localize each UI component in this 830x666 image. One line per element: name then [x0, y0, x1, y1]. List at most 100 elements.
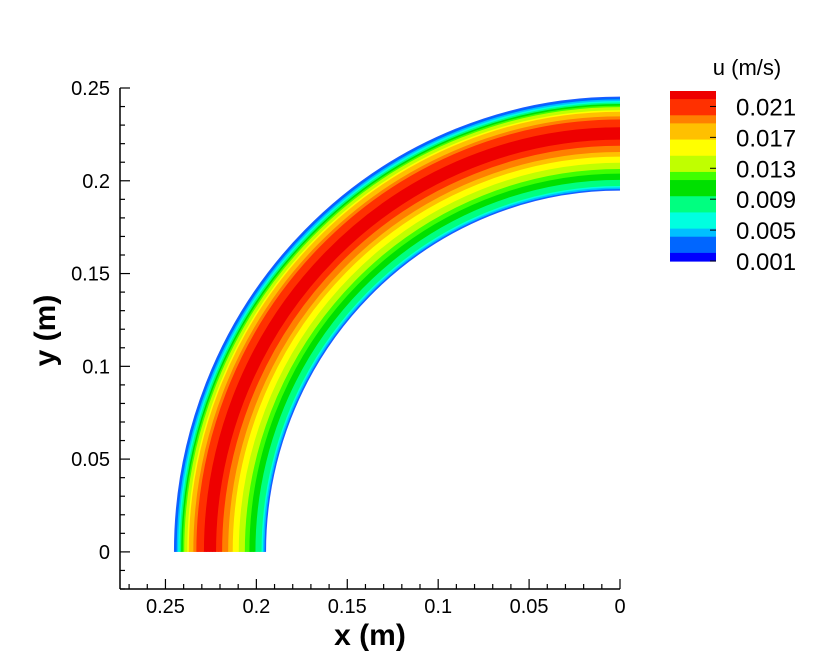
contour-band	[236, 160, 620, 552]
contour-band	[248, 172, 620, 552]
colorbar-ticks: 0.021 0.017 0.013 0.009 0.005 0.001	[710, 94, 796, 276]
contour-band	[205, 129, 620, 552]
contour-band	[208, 132, 620, 552]
contour-field	[174, 97, 620, 552]
colorbar-band	[670, 252, 716, 262]
contour-band	[222, 146, 620, 552]
contour-band	[207, 130, 620, 552]
contour-band	[196, 119, 620, 552]
contour-band	[184, 107, 620, 552]
contour-band	[189, 112, 620, 552]
contour-band	[186, 109, 620, 552]
contour-band	[181, 104, 620, 552]
colorbar-band	[670, 163, 716, 173]
colorbar-band	[670, 147, 716, 157]
contour-band	[260, 184, 620, 552]
contour-band	[254, 178, 620, 552]
colorbar-band	[670, 91, 716, 100]
colorbar-tick-label: 0.005	[736, 218, 796, 245]
outer-wall-edge	[173, 96, 621, 552]
contour-band	[249, 174, 620, 552]
contour-band	[225, 149, 620, 552]
contour-band	[261, 186, 620, 552]
colorbar-band	[670, 115, 716, 124]
contour-band	[214, 138, 620, 552]
contour-band	[183, 105, 620, 552]
contour-band	[226, 150, 620, 552]
y-tick-label: 0.2	[82, 171, 110, 193]
colorbar-band	[670, 196, 716, 205]
colorbar-band	[670, 204, 716, 214]
y-tick-label: 0.25	[71, 78, 110, 100]
colorbar-band	[670, 131, 716, 141]
contour-band	[228, 152, 620, 552]
x-axis-ticks: 0.25 0.2 0.15 0.1 0.05 0	[128, 579, 626, 618]
axes: 0.25 0.2 0.15 0.1 0.05 0 0 0.05 0.1 0.15 0.2 0.25	[71, 78, 626, 618]
contour-band	[190, 113, 620, 552]
colorbar-band	[670, 99, 716, 108]
contour-band	[199, 122, 620, 552]
y-tick-label: 0.05	[71, 449, 110, 471]
colorbar-band	[670, 123, 716, 133]
contour-band	[233, 156, 620, 552]
colorbar-tick-label: 0.009	[736, 187, 796, 214]
x-tick-label: 0.2	[242, 596, 270, 618]
contour-band	[202, 126, 620, 552]
colorbar-band	[670, 188, 716, 197]
y-tick-label: 0.15	[71, 264, 110, 286]
contour-band	[246, 170, 620, 552]
colorbar-band	[670, 244, 716, 254]
colorbar-band	[670, 220, 716, 230]
colorbar-bands	[670, 91, 716, 262]
contour-band	[251, 175, 620, 552]
contour-band	[258, 183, 620, 552]
colorbar-band	[670, 155, 716, 165]
colorbar-tick-label: 0.017	[736, 125, 796, 152]
colorbar-band	[670, 212, 716, 222]
contour-band	[192, 115, 620, 552]
contour-band	[263, 187, 620, 552]
contour-band	[255, 180, 620, 552]
y-tick-label: 0	[99, 542, 110, 564]
contour-band	[240, 164, 620, 552]
colorbar-band	[670, 139, 716, 149]
x-tick-label: 0	[614, 596, 625, 618]
colorbar-band	[670, 236, 716, 246]
contour-band	[231, 155, 620, 552]
contour-band	[175, 98, 620, 552]
contour-band	[219, 143, 620, 552]
contour-band	[243, 167, 620, 552]
contour-band	[234, 158, 620, 552]
contour-band	[223, 147, 620, 552]
colorbar-band	[670, 171, 716, 181]
x-tick-label: 0.1	[424, 596, 452, 618]
colorbar-band	[670, 180, 716, 189]
contour-band	[198, 121, 620, 552]
colorbar-title: u (m/s)	[713, 55, 781, 80]
contour-band	[178, 101, 620, 552]
contour-band	[176, 99, 620, 552]
colorbar-band	[670, 107, 716, 116]
contour-band	[187, 110, 620, 552]
colorbar-tick-label: 0.021	[736, 94, 796, 121]
colorbar-tick-label: 0.001	[736, 249, 796, 276]
colorbar-legend: u (m/s) 0.021 0.017 0.013 0.009 0.005 0.001	[670, 55, 796, 276]
contour-band	[220, 144, 620, 552]
y-axis-title: y (m)	[29, 295, 62, 367]
contour-band	[193, 116, 620, 552]
contour-band	[242, 166, 620, 552]
contour-band	[210, 133, 620, 552]
contour-band	[195, 118, 620, 552]
contour-band	[217, 141, 620, 552]
y-tick-label: 0.1	[82, 356, 110, 378]
contour-band	[180, 102, 620, 552]
contour-band	[216, 139, 620, 552]
contour-band	[174, 97, 620, 552]
contour-band	[252, 177, 620, 552]
contour-band	[237, 161, 620, 552]
inner-wall-edge	[264, 189, 621, 552]
contour-band	[213, 136, 620, 552]
contour-band	[201, 124, 620, 552]
x-tick-label: 0.25	[146, 596, 185, 618]
